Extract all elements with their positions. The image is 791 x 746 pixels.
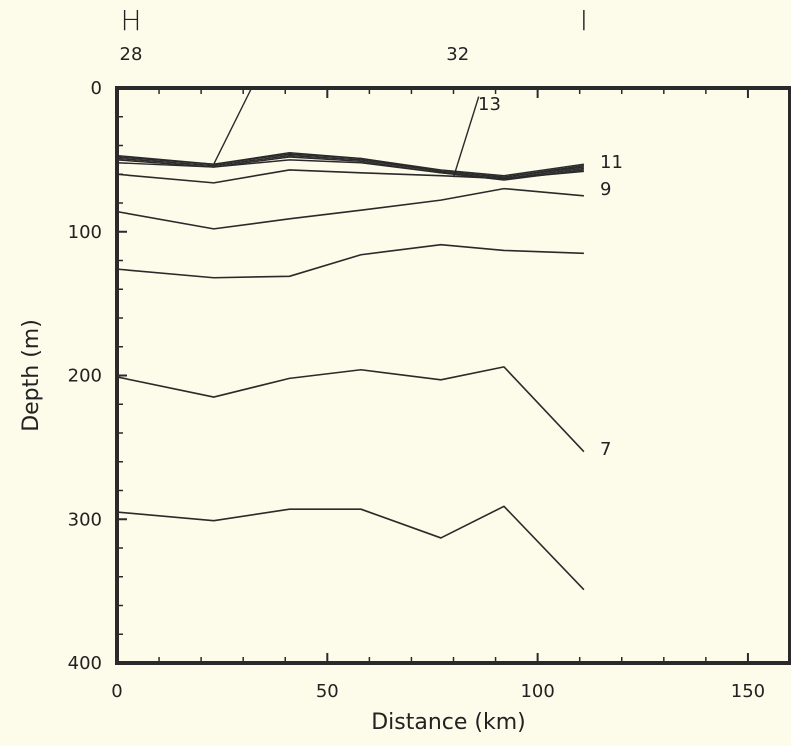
y-tick-label: 200 (68, 366, 102, 387)
series-line-7 (116, 156, 584, 180)
y-tick-label: 300 (68, 509, 102, 530)
x-tick-label: 0 (111, 681, 122, 702)
series-line-3 (116, 243, 584, 279)
top-marker-label: H (120, 4, 141, 37)
label-leader-line (452, 96, 480, 178)
series-label: 11 (600, 152, 623, 173)
y-axis-title: Depth (m) (19, 319, 44, 432)
series-line-1 (116, 505, 585, 591)
series-line-2 (116, 366, 585, 453)
y-tick-label: 100 (68, 222, 102, 243)
label-leader-line (213, 87, 253, 165)
top-marker-label: I (580, 4, 588, 37)
station-label: 28 (120, 44, 143, 65)
x-tick-label: 50 (316, 681, 339, 702)
x-tick-label: 100 (520, 681, 554, 702)
series-label: 9 (600, 179, 611, 200)
station-label: 32 (446, 44, 469, 65)
series-label: 13 (478, 94, 501, 115)
x-axis-title: Distance (km) (371, 710, 526, 735)
y-tick-label: 400 (68, 653, 102, 674)
series-line-4 (116, 187, 584, 230)
series-label: 7 (600, 439, 611, 460)
y-tick-label: 0 (91, 78, 102, 99)
x-tick-label: 150 (731, 681, 765, 702)
